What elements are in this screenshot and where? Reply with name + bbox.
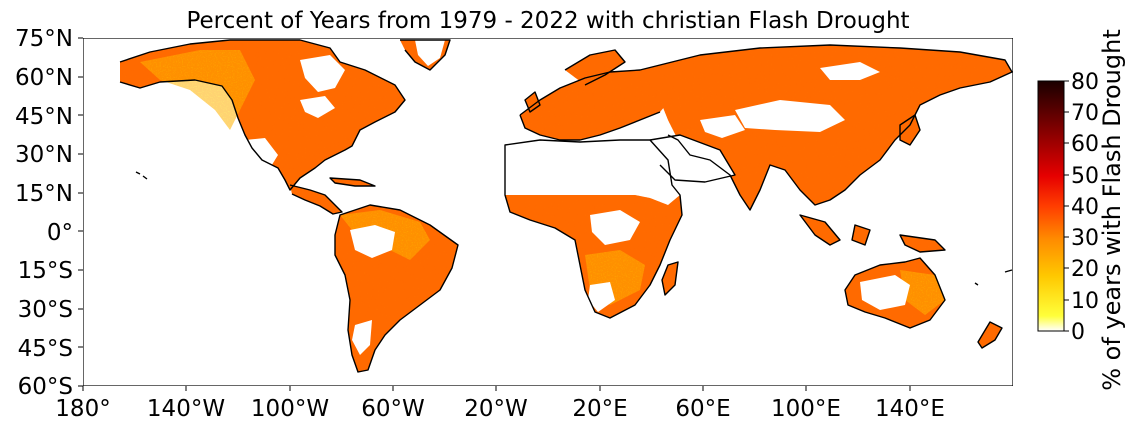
colorbar-tick-label: 80 — [1071, 70, 1099, 95]
sahara-mask — [500, 140, 672, 195]
map-title: Percent of Years from 1979 - 2022 with c… — [186, 8, 909, 34]
lon-tick-label: 180° — [55, 396, 110, 422]
hawaii-coast — [135, 171, 148, 180]
new-zealand-coast — [977, 321, 1003, 349]
lon-tick-label: 20°E — [572, 396, 627, 422]
colorbar-tick-label: 20 — [1071, 257, 1099, 282]
amazon-mask — [350, 225, 395, 258]
congo-mask — [590, 210, 640, 245]
central-asia-mask — [700, 115, 745, 138]
colorbar: 0 10 20 30 40 50 60 70 80 % of years wit… — [1037, 29, 1126, 391]
lat-tick-label: 0° — [47, 220, 73, 246]
lat-tick-label: 60°N — [15, 65, 73, 91]
gobi-mask — [735, 100, 845, 132]
longitude-ticks — [82, 386, 911, 391]
patagonia-mask — [352, 320, 372, 355]
south-america-coast — [334, 204, 459, 373]
colorbar-tick-label: 40 — [1071, 195, 1099, 220]
arabia-coast — [649, 134, 736, 183]
colorbar-tick-labels: 0 10 20 30 40 50 60 70 80 — [1071, 70, 1099, 345]
colorbar-gradient — [1037, 80, 1065, 332]
north-america-west-low — [140, 50, 255, 130]
colorbar-tick-label: 30 — [1071, 226, 1099, 251]
uk-coast — [524, 91, 541, 113]
great-lakes-mask — [300, 96, 335, 118]
hudson-bay-mask — [300, 55, 345, 92]
colorbar-label: % of years with Flash Drought — [1098, 29, 1126, 391]
new-zealand-land — [978, 322, 1002, 348]
africa-coast — [504, 139, 683, 319]
colorbar-tick-label: 60 — [1071, 132, 1099, 157]
lat-tick-label: 15°N — [15, 181, 73, 207]
latitude-axis: 75°N 60°N 45°N 30°N 15°N 0° 15°S 30°S 45… — [15, 26, 73, 400]
caribbean-coast — [329, 177, 376, 187]
lat-tick-label: 15°S — [18, 258, 73, 284]
southeast-asia-coast — [799, 214, 946, 253]
lat-tick-label: 75°N — [15, 26, 73, 52]
lon-tick-label: 140°E — [875, 396, 945, 422]
lon-tick-label: 60°W — [361, 396, 425, 422]
madagascar-coast — [661, 261, 679, 296]
colorbar-ticks — [1064, 80, 1069, 332]
colorbar-tick-label: 50 — [1071, 164, 1099, 189]
lon-tick-label: 100°E — [771, 396, 841, 422]
scandinavia-coast — [564, 49, 626, 86]
lat-tick-label: 45°S — [18, 336, 73, 362]
greenland-mask — [415, 40, 445, 66]
coastlines — [119, 39, 1013, 373]
australia-coast — [844, 257, 946, 329]
mediterranean-coast — [519, 111, 661, 141]
central-america-land — [290, 185, 342, 214]
lat-tick-label: 30°N — [15, 142, 73, 168]
kalahari-mask — [588, 282, 615, 312]
siberia-mask — [820, 62, 880, 80]
australia-east-low — [900, 270, 945, 315]
japan-coast — [899, 114, 921, 146]
central-america-coast — [289, 184, 343, 215]
lon-tick-label: 140°W — [147, 396, 225, 422]
eurasia-coast — [519, 44, 1013, 211]
southwest-us-mask — [245, 138, 278, 168]
lat-tick-label: 60°S — [18, 374, 73, 400]
lon-tick-label: 20°W — [464, 396, 528, 422]
southeast-asia-land — [800, 215, 945, 252]
lat-tick-label: 45°N — [15, 104, 73, 130]
colorbar-tick-label: 0 — [1071, 320, 1085, 345]
lon-tick-label: 100°W — [251, 396, 329, 422]
map-panel — [83, 38, 1013, 386]
lat-tick-label: 30°S — [18, 297, 73, 323]
pacific-islands-coast — [974, 269, 1013, 286]
lon-tick-label: 60°E — [675, 396, 730, 422]
greenland-coast — [400, 39, 451, 71]
north-america-coast — [119, 39, 406, 191]
longitude-axis: 180° 140°W 100°W 60°W 20°W 20°E 60°E 100… — [55, 396, 945, 422]
colorbar-tick-label: 70 — [1071, 101, 1099, 126]
latitude-ticks — [78, 37, 83, 387]
australia-interior-mask — [860, 275, 910, 310]
caribbean-land — [330, 178, 375, 186]
colorbar-tick-label: 10 — [1071, 289, 1099, 314]
scandinavia-land — [565, 50, 625, 85]
